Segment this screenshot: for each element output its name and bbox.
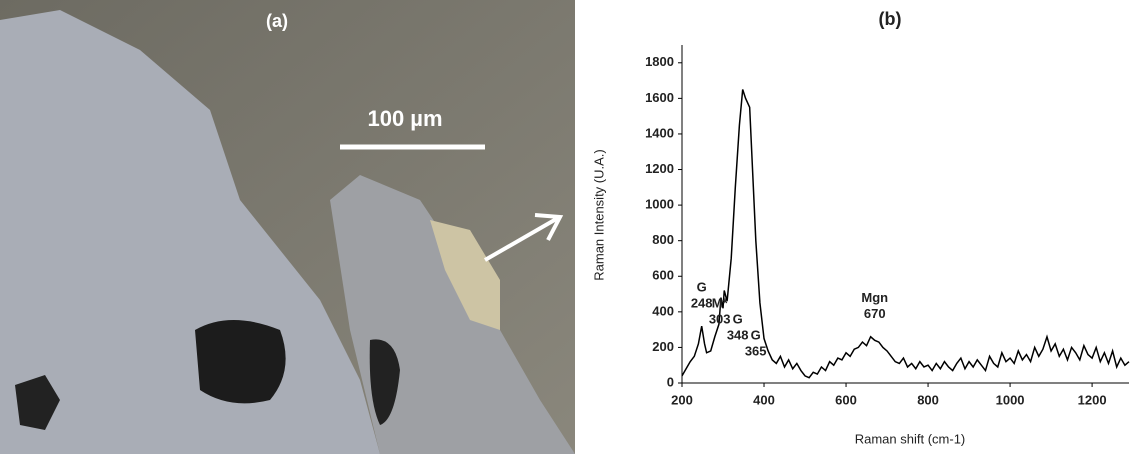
- x-tick-label: 1200: [1078, 392, 1107, 407]
- y-tick-label: 0: [667, 374, 674, 389]
- annotation-value: 670: [864, 306, 886, 321]
- y-axis-label: Raman Intensity (U.A.): [591, 149, 606, 281]
- inclusion: [195, 320, 286, 404]
- annotation-name: G: [733, 312, 743, 327]
- y-tick-label: 600: [652, 268, 674, 283]
- annotation-name: G: [697, 280, 707, 295]
- x-tick-label: 600: [835, 392, 857, 407]
- y-tick-label: 1000: [645, 197, 674, 212]
- annotation-value: 348: [727, 328, 749, 343]
- x-tick-label: 400: [753, 392, 775, 407]
- arrow: [484, 216, 559, 262]
- chart-title: (b): [879, 9, 902, 29]
- y-tick-label: 1600: [645, 90, 674, 105]
- annotation-name: Mgn: [861, 290, 888, 305]
- inclusion: [369, 339, 400, 425]
- y-tick-label: 800: [652, 232, 674, 247]
- micrograph: 100 µm (a): [0, 0, 575, 454]
- y-tick-label: 1800: [645, 54, 674, 69]
- inclusion: [15, 375, 60, 430]
- y-tick-label: 400: [652, 303, 674, 318]
- spectrum-line: [681, 89, 1130, 379]
- annotation-name: G: [751, 328, 761, 343]
- x-tick-label: 800: [917, 392, 939, 407]
- arrow-head: [534, 213, 564, 241]
- x-tick-label: 200: [671, 392, 693, 407]
- scale-label: 100 µm: [367, 106, 442, 131]
- x-axis-label: Raman shift (cm-1): [855, 431, 966, 446]
- annotation-value: 365: [745, 344, 767, 359]
- y-tick-label: 1200: [645, 161, 674, 176]
- annotation-value: 248: [691, 296, 713, 311]
- y-tick-label: 1400: [645, 125, 674, 140]
- annotation-value: 303: [709, 312, 731, 327]
- annotation-name: M*: [712, 296, 729, 311]
- rock: [0, 10, 380, 454]
- y-tick-label: 200: [652, 339, 674, 354]
- mineral: [430, 220, 500, 330]
- x-tick-label: 1000: [996, 392, 1025, 407]
- panel-label: (a): [266, 11, 288, 31]
